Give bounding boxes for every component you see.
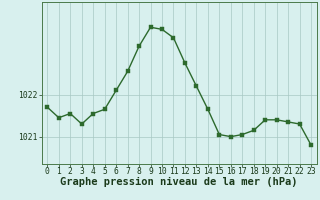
X-axis label: Graphe pression niveau de la mer (hPa): Graphe pression niveau de la mer (hPa)	[60, 177, 298, 187]
